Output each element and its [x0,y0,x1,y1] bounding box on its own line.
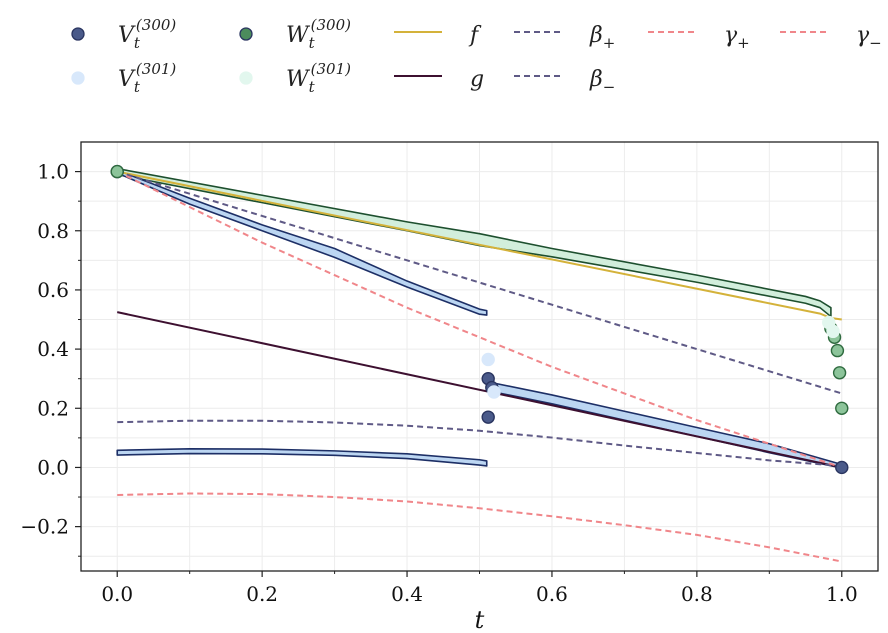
legend-marker-V300 [71,27,85,41]
ticks: 0.0 0.2 0.4 0.6 0.8 1.0 −0.2 0.0 0.2 0.4 0.6 0.8 1.0 [20,160,857,606]
point-W300 [830,343,845,358]
x-tick-label: 0.8 [681,582,713,606]
legend-item-beta_minus: β− [514,67,615,96]
line-beta_plus [116,170,843,395]
legend-label-f: f [468,23,482,48]
legend-label-g: g [470,67,484,92]
y-tick-label: 0.4 [37,337,69,361]
y-tick-label: 0.8 [37,219,69,243]
x-tick-label: 0.2 [246,582,278,606]
grid [81,142,878,571]
point-W300 [110,164,124,179]
x-tick-label: 0.4 [391,582,423,606]
y-tick-label: −0.2 [20,515,69,539]
point-V300 [481,410,495,424]
legend-item-V301: Vt(301) [71,60,176,96]
line-f [117,170,842,321]
points [110,164,849,475]
legend-item-f: f [394,23,482,48]
legend-item-V300: Vt(300) [71,16,176,52]
legend-item-gamma_plus: γ+ [648,23,750,52]
y-tick-label: 0.6 [37,278,69,302]
legend-item-beta_plus: β+ [514,23,615,52]
point-W300 [832,366,847,380]
legend-marker-W301 [239,71,253,85]
legend-marker-W300 [239,27,253,41]
point-W301 [826,324,840,339]
x-tick-label: 1.0 [826,582,858,606]
legend-label-gamma_plus: γ+ [724,23,750,52]
line-g [117,311,842,469]
legend: Vt(300) Wt(300) f β+ γ+ γ− Vt(301) Wt(301) g β− [71,16,882,96]
legend-item-g: g [394,67,484,92]
point-V301 [481,352,495,367]
line-gamma_minus [117,492,842,563]
legend-label-V300: Vt(300) [118,16,176,52]
legend-marker-V301 [71,71,85,85]
line-gamma_plus [116,170,843,469]
x-tick-label: 0.0 [101,582,133,606]
legend-label-W300: Wt(300) [286,16,351,52]
legend-label-W301: Wt(301) [286,60,351,96]
point-V301 [487,385,501,399]
legend-label-beta_minus: β− [589,67,615,96]
x-axis-label: t [475,606,485,633]
x-tick-label: 0.6 [536,582,568,606]
legend-item-gamma_minus: γ− [780,23,882,52]
band-V_upper_band [116,169,488,316]
point-V300 [835,460,849,475]
legend-label-gamma_minus: γ− [856,23,882,52]
legend-label-V301: Vt(301) [118,60,176,96]
y-tick-label: 0.0 [37,455,69,479]
legend-label-beta_plus: β+ [589,23,615,52]
bands [116,167,843,469]
legend-item-W301: Wt(301) [239,60,351,96]
legend-item-W300: Wt(300) [239,16,351,52]
y-tick-label: 1.0 [37,160,69,184]
band-V_lower_band [116,448,488,467]
line-beta_minus [117,419,842,467]
lines [116,170,843,563]
point-W300 [835,401,849,415]
y-tick-label: 0.2 [37,396,69,420]
